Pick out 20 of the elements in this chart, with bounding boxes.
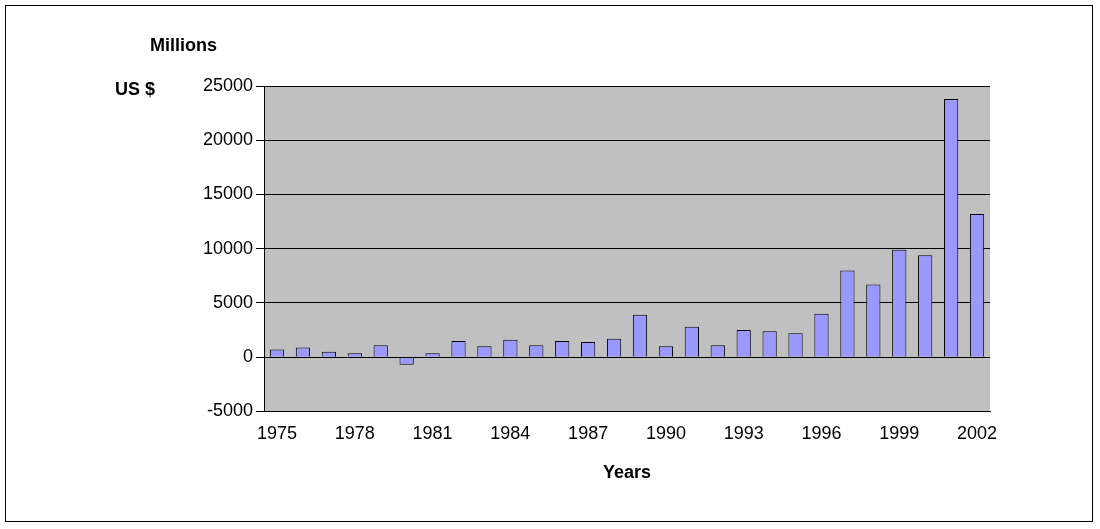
x-tick-label: 1981	[412, 423, 453, 444]
y-axis-title: US $	[115, 78, 156, 99]
y-tick-label: -5000	[207, 400, 254, 421]
y-tick-label: 5000	[213, 291, 254, 312]
x-axis-title: Years	[603, 462, 652, 483]
x-tick-label: 1987	[568, 423, 609, 444]
x-tick-label: 1993	[723, 423, 764, 444]
x-tick-label: 2002	[957, 423, 998, 444]
y-tick-label: 10000	[202, 237, 254, 258]
x-tick-label: 1996	[801, 423, 842, 444]
x-tick-label: 1984	[490, 423, 531, 444]
text: Millions	[150, 34, 217, 55]
y-tick-label: 15000	[202, 183, 254, 204]
x-tick-label: 1999	[879, 423, 920, 444]
y-tick-label: 25000	[202, 74, 254, 95]
x-tick-label: 1978	[334, 423, 375, 444]
y-tick-label: 20000	[202, 129, 254, 150]
y-tick-label: 0	[243, 346, 254, 367]
x-tick-label: 1975	[256, 423, 298, 444]
x-tick-label: 1990	[645, 423, 686, 444]
